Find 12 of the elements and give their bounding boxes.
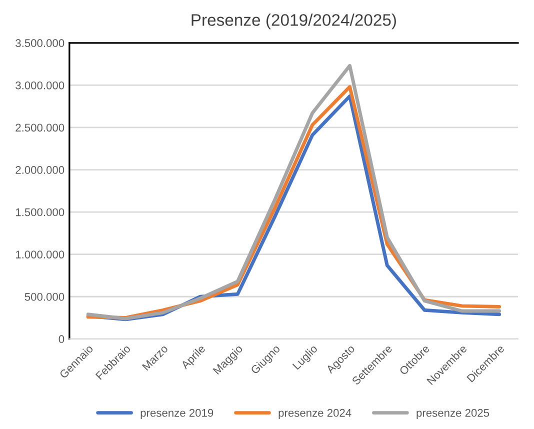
y-tick-label: 1.000.000 [16,250,64,258]
chart-title: Presenze (2019/2024/2025) [192,14,396,30]
y-tick-label: 0 [58,335,64,344]
y-tick-label: 3.500.000 [16,39,64,48]
y-tick-label: 1.500.000 [16,208,64,216]
y-tick-label: 500.000 [24,292,64,301]
y-tick-label: 3.000.000 [16,81,64,90]
legend-label: presenze 2019 [140,408,214,419]
y-tick-label: 2.000.000 [16,166,64,174]
legend-label: presenze 2024 [278,408,352,419]
legend-label: presenze 2025 [416,408,490,419]
y-tick-label: 2.500.000 [16,124,64,132]
